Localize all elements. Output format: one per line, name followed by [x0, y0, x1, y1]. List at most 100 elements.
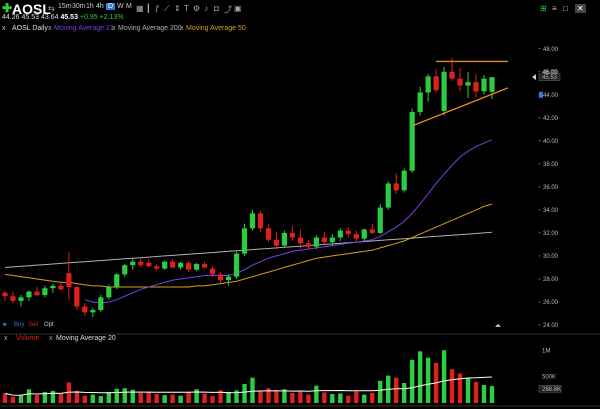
candle-body [90, 310, 96, 313]
volume-bar [489, 386, 495, 403]
volume-bar [106, 391, 111, 403]
volume-label[interactable]: Volume [16, 335, 40, 342]
candle-body [401, 170, 407, 191]
volume-bar [465, 377, 471, 403]
flag-icon: ⚑ [2, 323, 8, 329]
bar-style-icon[interactable]: ┃ [146, 4, 151, 13]
volume-bar [346, 395, 351, 403]
candle-body [66, 273, 72, 288]
legend-close-icon-3[interactable]: x [180, 25, 184, 32]
indicator-icon[interactable]: ƒ [155, 4, 160, 13]
volume-bar [114, 388, 119, 403]
volume-bar [178, 395, 183, 403]
legend-ma50[interactable]: Moving Average 50 [186, 25, 246, 32]
price-tick-label: 28.00 [543, 277, 559, 283]
candle-body [98, 297, 104, 311]
low-flag-marker [539, 91, 543, 98]
window-add-icon[interactable]: ⊞ [540, 4, 547, 13]
buy-button[interactable]: Buy [14, 322, 25, 328]
candle-body [50, 285, 56, 289]
volume-bar [122, 388, 127, 403]
gear-icon[interactable]: ⚙ [193, 4, 201, 13]
candle-body [449, 71, 455, 79]
camera-icon[interactable]: ◘ [214, 4, 219, 13]
candle-body [178, 262, 184, 268]
timeframe-m[interactable]: M [126, 3, 132, 10]
timeframe-4h[interactable]: 4h [96, 3, 104, 10]
price-tick-label: 32.00 [543, 231, 559, 237]
volume-bar [473, 381, 479, 403]
volume-close-icon[interactable]: x [4, 335, 8, 342]
options-button[interactable]: Opt [44, 322, 54, 328]
text-tool-icon[interactable]: T [184, 4, 189, 13]
menu-icon[interactable]: ≡ [552, 4, 557, 13]
symbol-label[interactable]: AOSL [12, 1, 51, 17]
volume-bar [306, 394, 311, 403]
candle-body [305, 243, 311, 247]
legend-ma200[interactable]: Moving Average 200 [118, 25, 182, 32]
high-flag-label: 46.00 [542, 70, 558, 76]
timeframe-w[interactable]: W [117, 3, 124, 10]
maximize-icon[interactable]: □ [563, 4, 568, 13]
timeframe-d[interactable]: D [106, 3, 116, 10]
draw-line-icon[interactable]: ⟋ [164, 4, 170, 13]
candle-body [18, 297, 24, 301]
volume-bar [202, 393, 207, 403]
calendar-icon[interactable]: ▦ [136, 4, 144, 13]
candle-body [353, 234, 359, 239]
volume-bar [298, 391, 303, 403]
candle-body [162, 261, 168, 269]
candle-body [170, 261, 176, 268]
measure-icon[interactable]: ⇕ [174, 4, 181, 13]
volume-ma-label[interactable]: Moving Average 20 [56, 335, 116, 342]
volume-bar [138, 392, 143, 403]
candle-body [209, 268, 216, 275]
legend-ma21[interactable]: Moving Average 21 [54, 25, 114, 32]
candle-body [241, 228, 248, 254]
candle-body [122, 265, 128, 275]
volume-bar [98, 396, 104, 403]
volume-bar [362, 394, 367, 403]
candle-body [337, 230, 343, 238]
volume-bar [314, 385, 319, 403]
close-icon[interactable]: ✕ [575, 4, 586, 13]
candle-body [465, 82, 471, 86]
candle-body [369, 229, 375, 233]
series-close-icon[interactable]: x [2, 25, 6, 32]
timeframe-30m[interactable]: 30m [72, 3, 86, 10]
share-icon[interactable]: ⤴ [224, 5, 232, 14]
price-tick-label: 38.00 [543, 162, 559, 168]
timeframe-1h[interactable]: 1h [86, 3, 94, 10]
sell-button[interactable]: Sell [28, 322, 39, 328]
volume-tick-label: 268.8K [542, 387, 561, 393]
legend-series[interactable]: AOSL Daily [12, 25, 48, 32]
candle-body [106, 287, 112, 298]
compare-icon[interactable]: ⇆ [48, 4, 55, 13]
legend-close-icon-2[interactable]: x [112, 25, 116, 32]
candle-body [138, 261, 144, 266]
candle-body [313, 237, 319, 247]
volume-bar [242, 384, 247, 403]
candle-body [393, 183, 399, 191]
candle-body [114, 274, 120, 288]
volume-bar [82, 395, 88, 403]
bell-icon[interactable]: ♪ [204, 4, 208, 13]
volume-bar [10, 396, 16, 403]
layout-icon[interactable]: ▣ [234, 4, 242, 13]
volume-bar [370, 392, 375, 403]
candle-body [10, 296, 16, 301]
quote-close: 45.53 [60, 14, 78, 21]
add-symbol-icon[interactable]: ✚ [2, 1, 13, 15]
legend-close-icon[interactable]: x [48, 25, 52, 32]
candle-body [273, 239, 280, 246]
volume-ma-close-icon[interactable]: x [49, 335, 53, 342]
volume-bar [186, 391, 191, 403]
candle-body [289, 232, 296, 238]
volume-bar [338, 393, 343, 403]
candle-body [233, 253, 240, 277]
timeframe-15m[interactable]: 15m [58, 3, 72, 10]
candle-body [130, 261, 136, 266]
volume-bar [441, 350, 447, 403]
